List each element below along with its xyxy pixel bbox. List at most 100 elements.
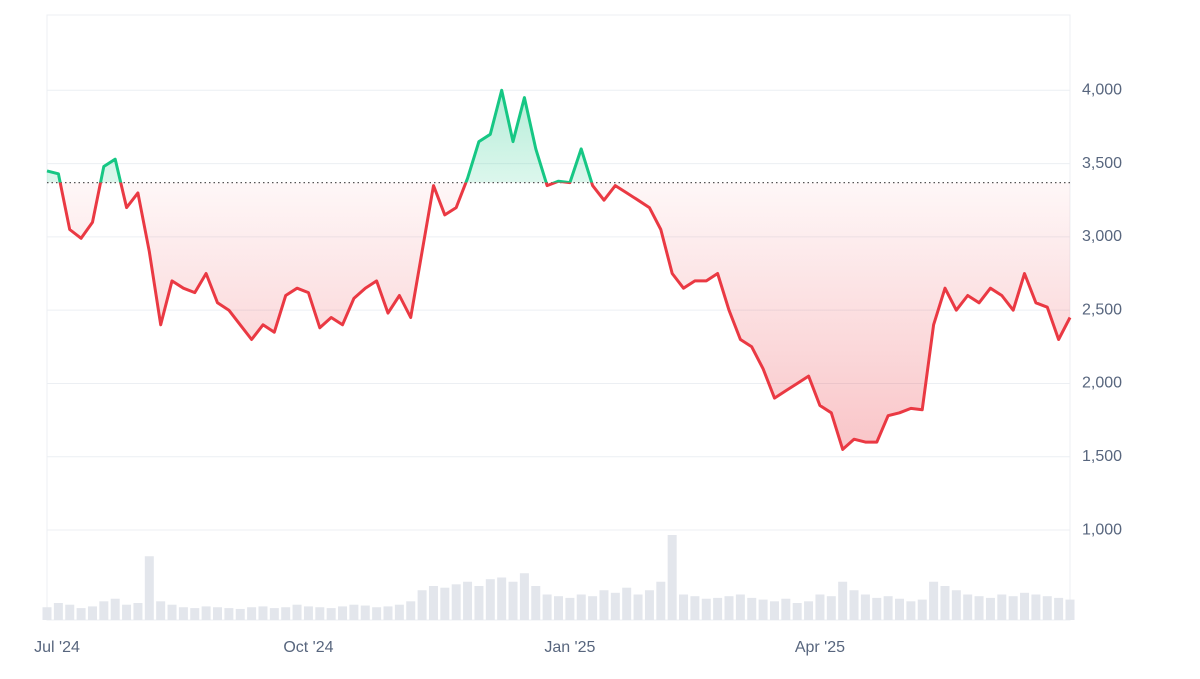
volume-bar [133, 603, 143, 620]
volume-bar [769, 601, 779, 620]
volume-bar [258, 606, 268, 620]
volume-bar [394, 604, 404, 620]
volume-bar [269, 608, 279, 620]
volume-bar [303, 606, 313, 620]
volume-bar [940, 586, 950, 620]
volume-bar [213, 607, 222, 620]
volume-bar [519, 573, 529, 620]
volume-bar [554, 596, 563, 620]
volume-bar [156, 601, 166, 620]
volume-bar [1020, 592, 1030, 620]
x-tick-label: Jul '24 [34, 639, 80, 656]
volume-bar [633, 594, 643, 620]
volume-bar [985, 597, 995, 620]
volume-bar [485, 579, 495, 620]
volume-bar [690, 596, 700, 620]
volume-bar [815, 594, 825, 620]
volume-bar [565, 597, 575, 620]
volume-bar [76, 608, 86, 620]
volume-bar [963, 594, 973, 620]
y-tick-label: 2,500 [1082, 301, 1122, 318]
volume-bar [599, 590, 609, 620]
x-tick-label: Jan '25 [544, 639, 595, 656]
volume-bar [792, 603, 802, 620]
volume-bar [826, 596, 836, 620]
volume-bar [110, 598, 120, 620]
volume-bar [451, 584, 461, 620]
volume-bar [360, 605, 370, 620]
volume-bar [178, 607, 188, 620]
y-tick-label: 3,500 [1082, 155, 1122, 172]
volume-bar [758, 599, 768, 620]
volume-bar [883, 596, 893, 620]
volume-bar [735, 594, 745, 620]
volume-bar [974, 596, 984, 620]
volume-bar [1065, 599, 1075, 620]
volume-bar [349, 604, 359, 620]
volume-bar [474, 586, 484, 620]
volume-bar [326, 608, 336, 620]
volume-bar [417, 590, 427, 620]
volume-bar [372, 607, 382, 620]
volume-bar [542, 594, 552, 620]
volume-bar [951, 590, 961, 620]
volume-bar [849, 590, 859, 620]
volume-bar [281, 607, 291, 620]
volume-bar [440, 587, 450, 620]
volume-bar [644, 590, 654, 620]
volume-bar [1042, 596, 1052, 620]
volume-bar [65, 604, 75, 620]
volume-bar [588, 596, 598, 620]
volume-bar [144, 556, 154, 620]
x-tick-label: Apr '25 [795, 639, 845, 656]
price-line [46, 88, 1072, 451]
volume-bar [508, 581, 518, 620]
volume-bar [895, 598, 904, 620]
volume-bar [53, 603, 63, 620]
volume-bar [576, 594, 586, 620]
volume-bar [997, 594, 1007, 620]
volume-bar [667, 535, 677, 620]
baseline-area [47, 90, 1070, 450]
volume-bar [804, 601, 814, 620]
volume-bar [406, 601, 416, 620]
volume-bar [224, 608, 234, 620]
volume-bar [929, 581, 939, 620]
volume-bar [917, 599, 927, 620]
volume-bar [190, 608, 200, 620]
y-tick-label: 1,000 [1082, 521, 1122, 538]
volume-bar [99, 601, 109, 620]
volume-bar [906, 601, 916, 620]
volume-bar [167, 604, 177, 620]
volume-bar [838, 581, 848, 620]
volume-bar [1031, 594, 1041, 620]
volume-bar [531, 586, 541, 620]
y-tick-label: 1,500 [1082, 448, 1122, 465]
x-tick-label: Oct '24 [283, 639, 333, 656]
volume-bar [724, 596, 734, 620]
volume-bar [679, 594, 689, 620]
volume-bar [201, 606, 211, 620]
volume-bar [622, 587, 632, 620]
volume-bar [338, 606, 348, 620]
volume-bar [656, 581, 666, 620]
volume-bar [383, 606, 393, 620]
volume-bar [701, 598, 711, 620]
volume-bar [610, 592, 620, 620]
volume-bar [428, 586, 438, 620]
volume-bar [497, 577, 507, 620]
y-tick-label: 2,000 [1082, 375, 1122, 392]
volume-bar [747, 597, 757, 620]
volume-bar [1054, 597, 1064, 620]
volume-bar [87, 606, 97, 620]
volume-bar [42, 607, 52, 620]
volume-bar [1008, 596, 1018, 620]
volume-bar [247, 607, 257, 620]
volume-bar [713, 597, 723, 620]
volume-bar [235, 608, 245, 620]
volume-bar [860, 594, 870, 620]
volume-bar [872, 597, 882, 620]
volume-bar [122, 604, 132, 620]
volume-bar [781, 598, 791, 620]
